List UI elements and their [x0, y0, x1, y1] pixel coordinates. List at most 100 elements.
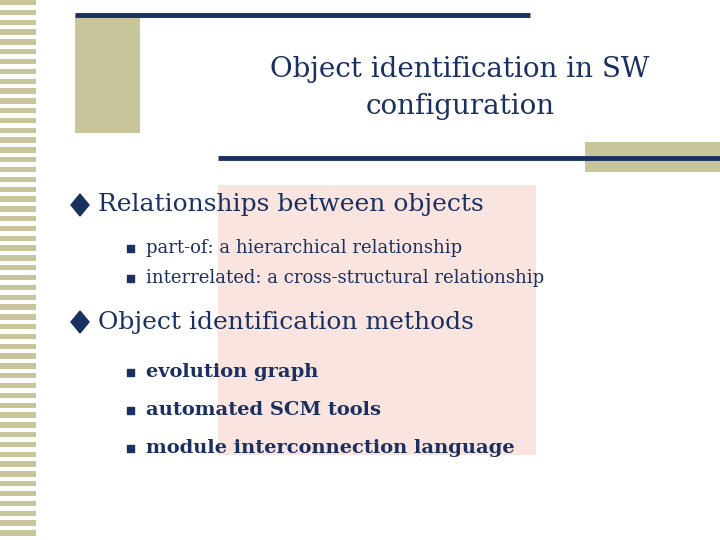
Bar	[0, 78, 35, 84]
Bar	[0, 402, 35, 408]
Bar	[0, 235, 35, 241]
Bar	[0, 255, 36, 261]
Bar	[0, 226, 35, 231]
Bar	[585, 142, 720, 172]
Bar	[0, 89, 35, 94]
Bar	[0, 294, 35, 300]
Bar	[0, 10, 36, 15]
Bar	[0, 186, 36, 192]
Bar	[0, 197, 36, 202]
Bar	[0, 521, 36, 526]
Bar	[0, 354, 36, 359]
Bar	[0, 334, 36, 339]
Bar	[0, 216, 35, 221]
Bar	[0, 167, 35, 172]
Bar	[0, 19, 36, 25]
Bar	[0, 147, 36, 153]
Bar	[0, 197, 35, 202]
Bar	[0, 69, 36, 74]
Bar	[0, 167, 36, 172]
Bar	[0, 343, 35, 349]
Text: Relationships between objects: Relationships between objects	[98, 193, 484, 217]
Bar	[0, 314, 36, 320]
Bar	[127, 444, 133, 451]
Bar	[0, 39, 36, 45]
Bar	[0, 265, 36, 271]
Bar	[0, 422, 35, 428]
Bar	[0, 255, 35, 261]
Bar	[0, 305, 36, 310]
Bar	[0, 521, 35, 526]
Bar	[127, 274, 133, 281]
Bar	[0, 442, 36, 447]
Text: module interconnection language: module interconnection language	[146, 439, 515, 457]
Bar	[0, 275, 35, 280]
Bar	[0, 206, 36, 212]
Bar	[0, 246, 36, 251]
Bar	[0, 59, 36, 64]
Bar	[0, 30, 35, 35]
Text: Object identification in SW
configuration: Object identification in SW configuratio…	[270, 56, 649, 120]
Bar	[0, 471, 35, 477]
Polygon shape	[71, 194, 89, 216]
Bar	[0, 30, 36, 35]
Bar	[0, 432, 35, 437]
Bar	[0, 422, 36, 428]
Bar	[0, 363, 36, 369]
Bar	[0, 530, 35, 536]
Bar	[0, 235, 36, 241]
Bar	[0, 177, 36, 182]
Bar	[0, 501, 35, 506]
Bar	[218, 185, 536, 455]
Bar	[0, 471, 36, 477]
Bar	[0, 147, 35, 153]
Bar	[0, 275, 36, 280]
Bar	[0, 451, 36, 457]
Bar	[0, 451, 35, 457]
Bar	[0, 491, 35, 496]
Text: evolution graph: evolution graph	[146, 363, 318, 381]
Bar	[0, 49, 35, 55]
Bar	[0, 530, 36, 536]
Bar	[0, 324, 36, 329]
Bar	[0, 127, 35, 133]
Bar	[0, 206, 35, 212]
Bar	[0, 138, 35, 143]
Bar	[0, 393, 35, 398]
Bar	[0, 501, 36, 506]
Bar	[0, 216, 36, 221]
Polygon shape	[71, 311, 89, 333]
Bar	[0, 294, 36, 300]
Bar	[0, 481, 36, 487]
Bar	[75, 15, 140, 133]
Bar	[0, 442, 35, 447]
Bar	[0, 432, 36, 437]
Bar	[0, 127, 36, 133]
Bar	[0, 402, 36, 408]
Bar	[0, 177, 35, 182]
Bar	[0, 118, 35, 123]
Bar	[0, 363, 35, 369]
Bar	[0, 481, 35, 487]
Bar	[0, 108, 35, 113]
Bar	[0, 69, 35, 74]
Bar	[0, 246, 35, 251]
Bar	[0, 383, 35, 388]
Bar	[0, 186, 35, 192]
Bar	[0, 10, 35, 15]
Bar	[0, 462, 36, 467]
Bar	[0, 354, 35, 359]
Bar	[127, 368, 133, 375]
Bar	[0, 78, 36, 84]
Bar	[0, 491, 36, 496]
Bar	[0, 0, 35, 5]
Bar	[0, 59, 35, 64]
Bar	[0, 118, 36, 123]
Bar	[0, 373, 36, 379]
Bar	[0, 49, 36, 55]
Bar	[0, 413, 35, 418]
Bar	[0, 510, 35, 516]
Bar	[0, 265, 35, 271]
Bar	[0, 98, 36, 104]
Bar	[0, 510, 36, 516]
